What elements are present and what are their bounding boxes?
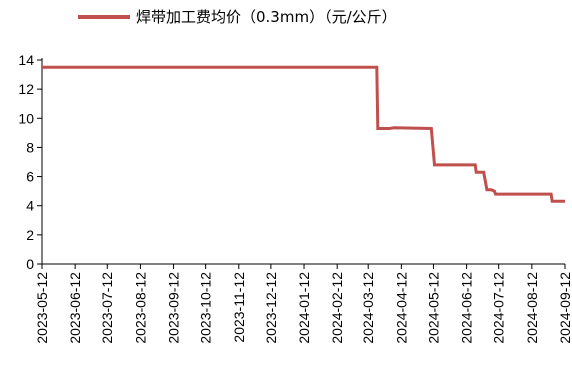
axes xyxy=(41,58,565,265)
x-tick-label: 2023-10-12 xyxy=(198,272,214,344)
x-axis-ticks: 2023-05-12 2023-06-12 2023-07-12 2023-08-12… xyxy=(34,264,572,344)
x-tick-label: 2023-06-12 xyxy=(67,272,83,344)
y-tick-label: 0 xyxy=(26,256,34,272)
y-tick-label: 6 xyxy=(26,169,34,185)
series-line xyxy=(42,65,565,203)
y-tick-label: 2 xyxy=(26,227,34,243)
x-tick-label: 2023-08-12 xyxy=(132,272,148,344)
x-tick-label: 2024-06-12 xyxy=(459,272,475,344)
series-layer xyxy=(42,65,565,203)
y-tick-label: 4 xyxy=(26,198,34,214)
x-tick-label: 2023-09-12 xyxy=(166,272,182,344)
x-tick-label: 2024-05-12 xyxy=(425,272,441,344)
x-tick-label: 2023-07-12 xyxy=(99,272,115,344)
x-tick-label: 2023-11-12 xyxy=(231,272,247,343)
x-tick-label: 2024-01-12 xyxy=(296,272,312,344)
x-tick-label: 2024-03-12 xyxy=(360,272,376,344)
x-tick-label: 2024-08-12 xyxy=(524,272,540,344)
x-tick-label: 2023-12-12 xyxy=(263,272,279,344)
x-tick-label: 2024-04-12 xyxy=(393,272,409,344)
x-tick-label: 2023-05-12 xyxy=(34,272,50,344)
y-tick-label: 8 xyxy=(26,139,34,155)
x-tick-label: 2024-09-12 xyxy=(557,272,572,344)
x-tick-label: 2024-02-12 xyxy=(329,272,345,344)
y-axis-ticks: 0 2 4 6 8 10 12 14 xyxy=(18,52,42,272)
y-tick-label: 14 xyxy=(18,52,34,68)
legend-label: 焊带加工费均价（0.3mm）（元/公斤） xyxy=(136,8,397,26)
legend: 焊带加工费均价（0.3mm）（元/公斤） xyxy=(78,8,397,26)
y-tick-label: 12 xyxy=(18,81,34,97)
y-tick-label: 10 xyxy=(18,110,34,126)
x-tick-label: 2024-07-12 xyxy=(491,272,507,344)
